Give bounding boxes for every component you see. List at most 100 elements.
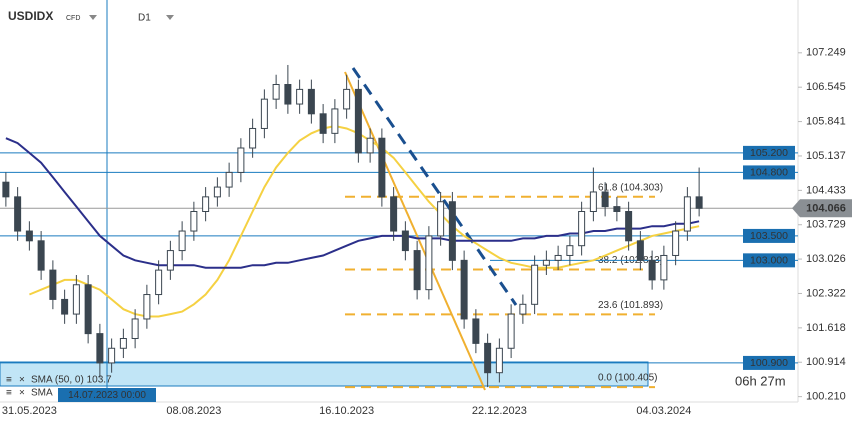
candle-body [72,284,80,315]
x-tick-label: 31.05.2023 [2,405,57,417]
candle-body [225,171,233,188]
x-tick-label: 08.08.2023 [166,405,221,417]
candle-body [495,347,503,374]
candle-body [378,137,386,198]
candle-body [578,211,586,247]
y-tick-label: 106.545 [806,81,846,93]
level-label: 103.500 [750,230,788,242]
plot: 61.8 (104.303)38.2 (102.813)23.6 (101.89… [0,0,798,402]
candle-body [190,211,198,232]
candle-body [531,264,539,305]
candle-body [61,298,69,315]
candle-body [625,211,633,242]
y-tick-label: 101.618 [806,322,846,334]
current-price-box [792,199,852,218]
candle-body [413,250,421,291]
y-tick-label: 104.433 [806,184,846,196]
candle-body [237,147,245,173]
candle-body [343,88,351,110]
candle-body [319,113,327,134]
y-tick-label: 103.026 [806,253,846,265]
candle-body [143,294,151,320]
candle-body [695,196,703,209]
candle-body [25,230,33,242]
candle-body [542,259,550,266]
zone [0,361,649,387]
trendline [351,67,518,306]
x-tick-label: 22.12.2023 [472,405,527,417]
candle-body [507,313,515,349]
level-box [743,165,795,180]
y-tick-label: 105.841 [806,115,846,127]
crosshair-label: 14.07.2023 00:00 [68,390,146,401]
candle-body [448,201,456,261]
sma-line [29,124,700,318]
legend-icon[interactable]: ≡ [6,388,12,399]
candle-body [307,88,315,115]
candle-body [331,108,339,134]
candle-body [589,191,597,213]
legend-close[interactable]: × [19,375,25,386]
candle-body [601,191,609,208]
y-tick-label: 105.137 [806,150,846,162]
candle-body [672,230,680,256]
candle-body [260,98,268,129]
candle-body [2,181,10,198]
dropdown-icon[interactable] [89,15,97,20]
legend-close[interactable]: × [19,388,25,399]
candle-body [425,235,433,291]
candle-body [354,88,362,154]
legend-entry: SMA [31,388,53,399]
candle-body [648,259,656,281]
candle-body [660,254,668,281]
x-tick-label: 04.03.2024 [636,405,691,417]
candle-body [484,342,492,374]
candle-body [272,84,280,100]
candle-body [14,196,22,232]
level-label: 105.200 [750,147,788,159]
candle-body [202,196,210,213]
level-box [743,228,795,243]
candle-body [460,259,468,320]
dropdown-icon[interactable] [166,15,174,20]
fib-label: 0.0 (100.405) [598,373,658,384]
candle-body [155,269,163,296]
candle-body [166,250,174,271]
level-label: 100.900 [750,357,788,369]
candle-body [472,318,480,344]
legend-entry: SMA (50, 0) 103.7 [31,375,112,386]
candle-body [366,137,374,154]
instrument-type: CFD [66,15,80,22]
level-box [743,145,795,160]
candle-body [437,201,445,237]
candle-body [296,88,304,105]
candle-body [108,347,116,364]
timeframe[interactable]: D1 [138,13,151,24]
level-box [743,253,795,268]
candle-body [96,333,104,364]
y-tick-label: 100.914 [806,356,846,368]
crosshair-box [58,388,156,402]
candle-body [213,186,221,198]
candle-body [249,127,257,149]
fib-label: 61.8 (104.303) [598,182,663,193]
candle-body [566,245,574,256]
candle-body [683,196,691,232]
y-tick-label: 102.322 [806,287,846,299]
candle-body [390,196,398,232]
candle-body [519,303,527,315]
candle-body [37,240,45,271]
fib-label: 23.6 (101.893) [598,300,663,311]
candle-body [613,206,621,213]
legend-icon[interactable]: ≡ [6,375,12,386]
countdown: 06h 27m [735,373,786,388]
candle-body [636,240,644,261]
y-tick-label: 100.210 [806,391,846,403]
candle-body [84,284,92,335]
candle-body [401,230,409,252]
candle-body [554,254,562,261]
candle-body [119,338,127,349]
level-label: 104.800 [750,167,788,179]
